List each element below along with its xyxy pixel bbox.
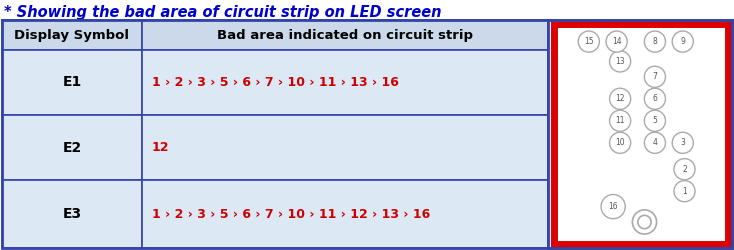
Text: 11: 11 [615, 116, 625, 125]
Circle shape [609, 51, 631, 72]
Circle shape [644, 110, 666, 131]
Text: 8: 8 [653, 37, 657, 46]
Text: 1: 1 [682, 187, 687, 196]
Text: 3: 3 [680, 138, 686, 147]
Text: 13: 13 [615, 57, 625, 66]
Bar [2, 20, 142, 50]
Circle shape [609, 132, 631, 153]
Text: Bad area indicated on circuit strip: Bad area indicated on circuit strip [217, 28, 473, 42]
Text: Display Symbol: Display Symbol [15, 28, 129, 42]
Text: 12: 12 [152, 141, 170, 154]
Bar [142, 20, 548, 50]
Text: 14: 14 [612, 37, 622, 46]
Bar [142, 115, 548, 180]
Text: 5: 5 [653, 116, 658, 125]
Bar [2, 115, 142, 180]
Text: 7: 7 [653, 72, 658, 81]
Text: 2: 2 [682, 165, 687, 174]
Circle shape [672, 31, 694, 52]
Text: 12: 12 [615, 94, 625, 103]
Bar [142, 180, 548, 248]
Circle shape [644, 66, 666, 87]
Text: 1 › 2 › 3 › 5 › 6 › 7 › 10 › 11 › 12 › 13 › 16: 1 › 2 › 3 › 5 › 6 › 7 › 10 › 11 › 12 › 1… [152, 208, 430, 220]
Text: 15: 15 [584, 37, 594, 46]
Text: * Showing the bad area of circuit strip on LED screen: * Showing the bad area of circuit strip … [4, 6, 441, 20]
Text: E1: E1 [62, 76, 81, 90]
Text: 1 › 2 › 3 › 5 › 6 › 7 › 10 › 11 › 13 › 16: 1 › 2 › 3 › 5 › 6 › 7 › 10 › 11 › 13 › 1… [152, 76, 399, 89]
Bar [142, 50, 548, 115]
Circle shape [601, 194, 625, 219]
Text: 16: 16 [608, 202, 618, 211]
Circle shape [644, 88, 666, 109]
Bar [548, 20, 732, 248]
Circle shape [633, 210, 657, 234]
Circle shape [638, 215, 651, 229]
Circle shape [674, 159, 695, 180]
Circle shape [609, 110, 631, 131]
Circle shape [578, 31, 600, 52]
Text: 6: 6 [653, 94, 658, 103]
Text: 4: 4 [653, 138, 658, 147]
Bar [2, 50, 142, 115]
Text: 9: 9 [680, 37, 686, 46]
Circle shape [672, 132, 694, 153]
Circle shape [644, 132, 666, 153]
Text: 10: 10 [615, 138, 625, 147]
Circle shape [606, 31, 627, 52]
Text: E3: E3 [62, 207, 81, 221]
Circle shape [674, 181, 695, 202]
Circle shape [609, 88, 631, 109]
Bar [2, 180, 142, 248]
Circle shape [644, 31, 666, 52]
Bar [554, 24, 728, 244]
Text: E2: E2 [62, 140, 81, 154]
